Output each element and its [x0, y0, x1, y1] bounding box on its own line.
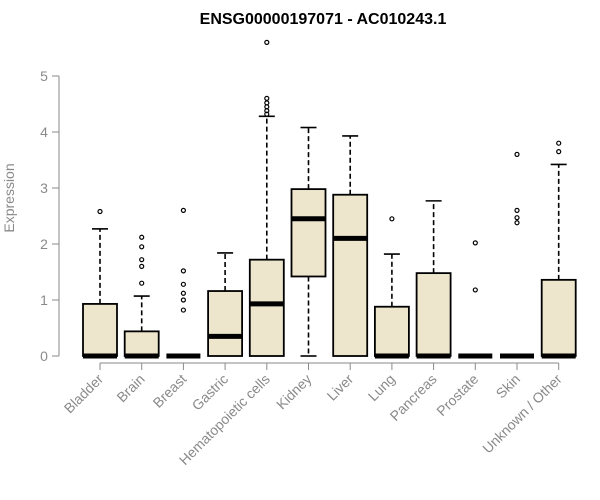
box — [540, 278, 577, 357]
x-tick-label: Unknown / Other — [479, 371, 565, 457]
outlier-point — [180, 281, 186, 287]
y-tick-label: 5 — [40, 68, 48, 84]
box-unknown-other — [540, 140, 577, 359]
box-brain — [123, 234, 160, 359]
y-tick-label: 2 — [40, 236, 48, 252]
box — [290, 188, 327, 278]
x-tick-label: Lung — [365, 371, 398, 404]
outlier-point — [514, 151, 520, 157]
outlier-point — [139, 263, 145, 269]
x-tick-label: Breast — [150, 371, 190, 411]
x-tick-label: Brain — [113, 371, 147, 405]
outlier-point — [556, 149, 562, 155]
y-tick-label: 4 — [40, 124, 48, 140]
outlier-point — [180, 290, 186, 296]
box-skin — [500, 151, 534, 359]
outlier-point — [139, 244, 145, 250]
outlier-point — [139, 257, 145, 263]
box — [373, 305, 410, 357]
box — [207, 290, 244, 357]
y-tick-label: 3 — [40, 180, 48, 196]
box-bladder — [82, 208, 118, 359]
x-tick-label: Liver — [324, 371, 357, 404]
y-axis-label: Expression — [1, 163, 17, 232]
box — [332, 193, 369, 357]
box-liver — [332, 135, 369, 357]
outlier-point — [389, 216, 395, 222]
outlier-point — [514, 207, 520, 213]
y-tick-label: 0 — [40, 348, 48, 364]
outlier-point — [264, 111, 270, 117]
box — [415, 272, 452, 357]
box — [82, 303, 118, 357]
outlier-point — [97, 208, 103, 215]
outlier-point — [472, 287, 478, 293]
chart-title: ENSG00000197071 - AC010243.1 — [200, 11, 447, 28]
outlier-point — [514, 215, 520, 221]
outlier-point — [180, 307, 186, 313]
outlier-point — [139, 280, 145, 286]
box-lung — [373, 216, 410, 359]
outlier-point — [264, 100, 270, 106]
outlier-point — [180, 268, 186, 274]
x-tick-label: Prostate — [433, 371, 481, 419]
outlier-point — [556, 140, 562, 146]
outlier-point — [514, 220, 520, 226]
outlier-point — [139, 234, 145, 240]
x-tick-label: Skin — [493, 371, 524, 402]
outlier-point — [472, 240, 478, 246]
box-pancreas — [415, 200, 452, 359]
x-tick-label: Bladder — [61, 371, 107, 417]
box-hematopoietic-cells — [248, 39, 285, 357]
outlier-point — [264, 39, 270, 46]
outlier-point — [180, 297, 186, 303]
outlier-point — [180, 207, 186, 213]
outlier-point — [264, 95, 270, 102]
y-axis: 0 1 2 3 4 5 — [40, 68, 60, 364]
box-prostate — [458, 240, 493, 359]
box — [123, 330, 160, 357]
y-tick-label: 1 — [40, 292, 48, 308]
box-series — [82, 39, 577, 359]
box-gastric — [207, 252, 244, 357]
x-tick-label: Kidney — [273, 371, 315, 413]
box-kidney — [290, 126, 327, 357]
box-breast — [166, 207, 201, 359]
box — [248, 258, 285, 357]
